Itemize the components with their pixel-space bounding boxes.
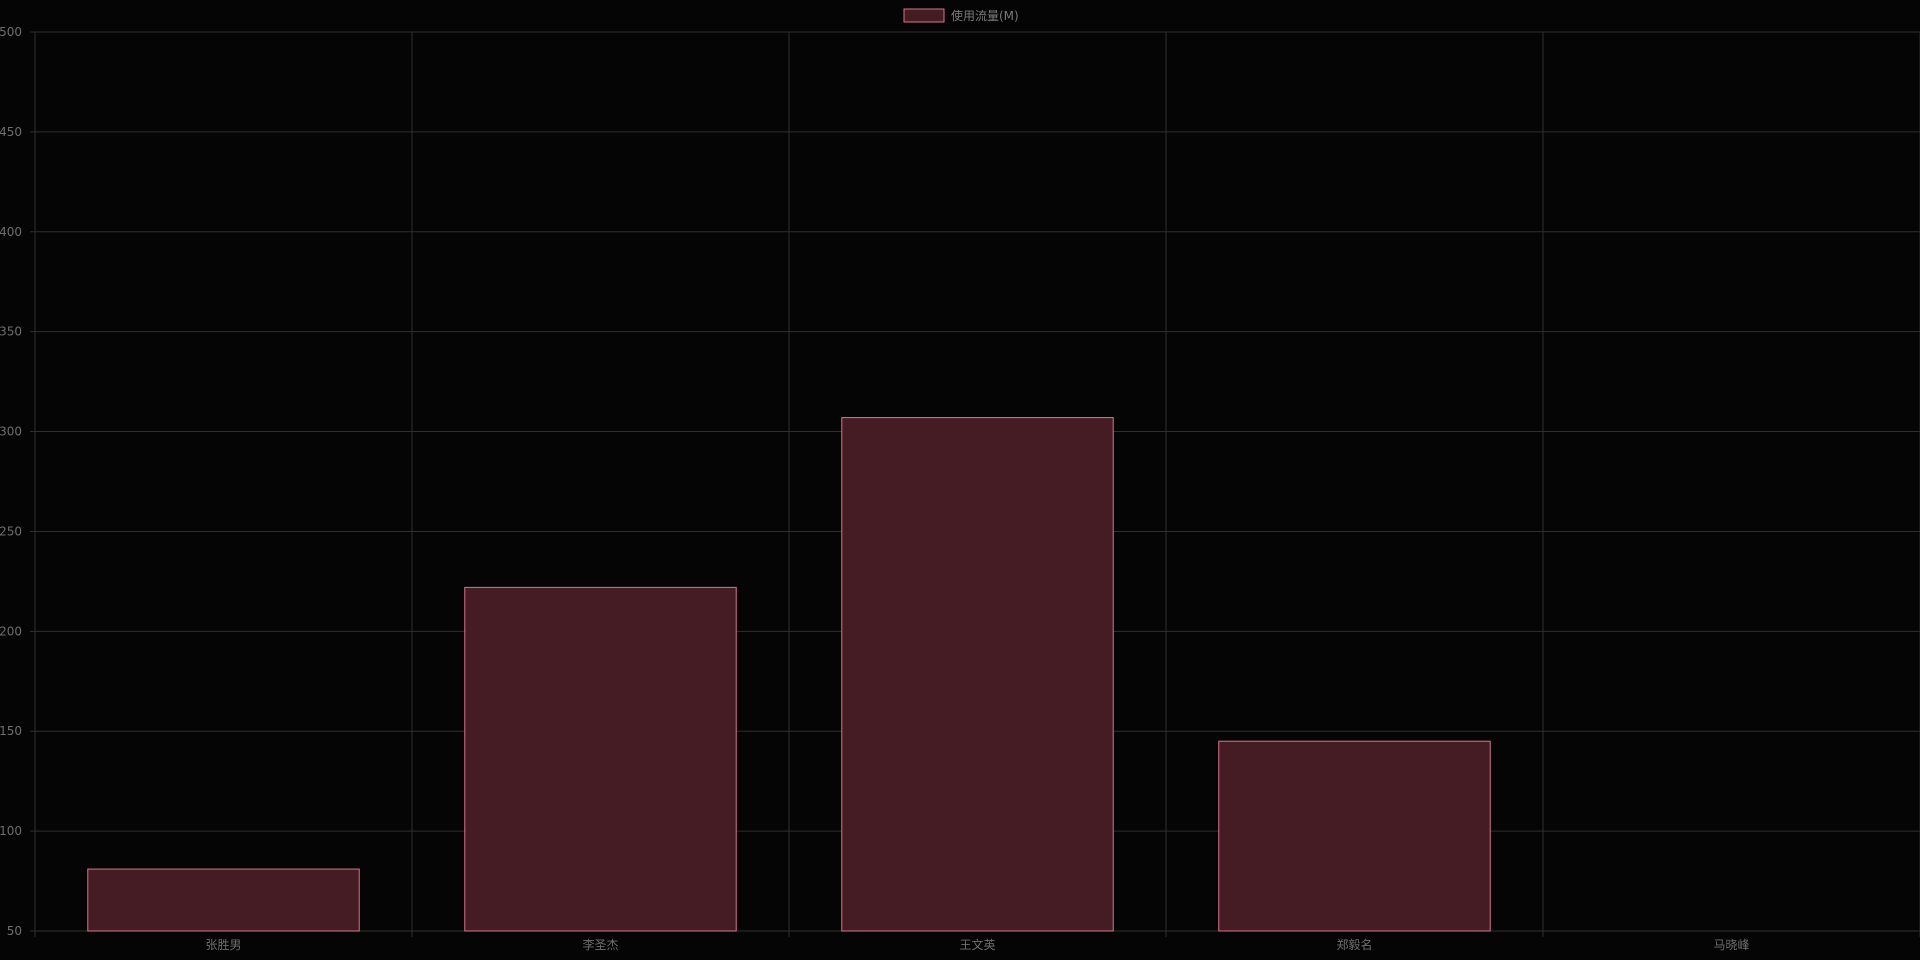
y-tick-label: 300: [0, 425, 22, 439]
x-tick-label: 郑毅名: [1336, 937, 1372, 952]
axis-layer: 50 100 150 200 250 300 350 400 450 500 张胜男 李圣杰 王文英 郑毅…: [0, 25, 1750, 952]
x-tick-label: 张胜男: [205, 937, 241, 952]
y-tick-label: 50: [7, 924, 22, 938]
x-tick-label: 王文英: [959, 937, 995, 952]
bar[interactable]: [464, 586, 737, 932]
y-tick-label: 350: [0, 325, 22, 339]
y-tick-label: 450: [0, 125, 22, 139]
y-tick-label: 400: [0, 225, 22, 239]
legend-swatch[interactable]: [903, 8, 945, 23]
y-tick-label: 250: [0, 524, 22, 538]
y-tick-label: 200: [0, 624, 22, 638]
y-tick-label: 500: [0, 25, 22, 39]
x-tick-label: 马晓峰: [1713, 938, 1749, 952]
legend-label[interactable]: 使用流量(M): [951, 8, 1019, 23]
legend[interactable]: 使用流量(M): [903, 8, 1019, 23]
y-tick-label: 150: [0, 724, 22, 738]
y-tick-label: 100: [0, 824, 22, 838]
x-tick-label: 李圣杰: [582, 937, 618, 952]
bars-layer: [87, 417, 1491, 932]
bar[interactable]: [841, 417, 1114, 932]
bar[interactable]: [1218, 740, 1491, 932]
bar[interactable]: [87, 868, 360, 932]
